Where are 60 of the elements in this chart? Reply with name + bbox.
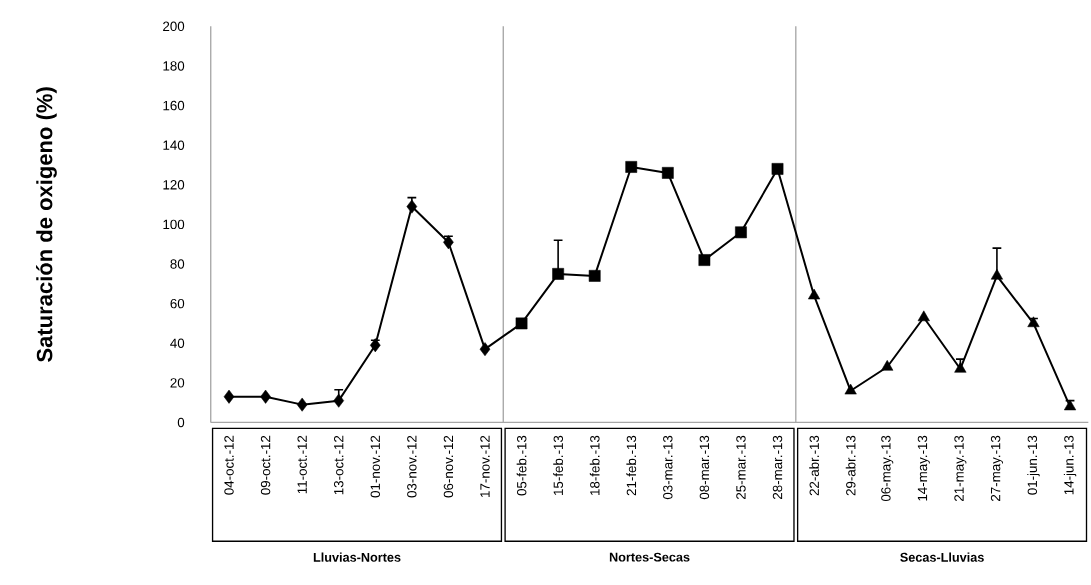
x-tick-label: 08-mar.-13 <box>699 435 710 500</box>
point <box>406 199 418 214</box>
x-tick-label: 06-nov.-12 <box>443 435 454 498</box>
x-tick-label: 03-nov.-12 <box>407 435 417 498</box>
point <box>844 383 857 395</box>
point <box>223 389 235 404</box>
x-tick-label: 11-oct.-12 <box>297 435 307 494</box>
x-tick-label: 27-may.-13 <box>990 435 1003 501</box>
point <box>333 393 344 408</box>
point <box>370 338 381 353</box>
point <box>260 389 271 404</box>
text: Lluvias-Nortes <box>313 552 401 562</box>
x-tick-label: 29-abr.-13 <box>845 435 856 496</box>
x-tick-label: 15-feb.-13 <box>553 435 564 495</box>
y-tick-label: 160 <box>163 100 185 111</box>
point <box>296 397 308 412</box>
point <box>990 268 1003 280</box>
x-tick-label: 21-may.-13 <box>954 435 967 501</box>
point <box>552 267 564 280</box>
x-tick-label: 17-nov.-12 <box>480 435 490 497</box>
x-tick-label: 06-may.-13 <box>881 435 894 502</box>
point <box>515 317 528 330</box>
text: Secas-Lluvias <box>900 552 984 562</box>
point <box>771 162 784 175</box>
x-tick-label: 18-feb.-13 <box>589 435 600 495</box>
x-tick-label: 05-feb.-13 <box>516 435 527 496</box>
y-tick-label: 0 <box>177 417 185 428</box>
point <box>588 269 601 282</box>
y-tick-label: 60 <box>170 298 185 309</box>
y-axis-title: Saturación de oxigeno (%) <box>36 87 57 362</box>
point <box>917 310 930 322</box>
y-tick-label: 180 <box>163 61 185 71</box>
x-tick-label: 14-may.-13 <box>917 435 930 501</box>
x-tick-label: 28-mar.-13 <box>772 435 783 499</box>
y-tick-label: 200 <box>163 21 185 31</box>
x-tick-label: 01-nov.-12 <box>370 435 380 498</box>
point <box>881 359 894 371</box>
y-tick-label: 120 <box>163 179 185 190</box>
point <box>661 166 674 179</box>
x-tick-label: 13-oct.-12 <box>334 435 344 495</box>
x-tick-label: 01-jun.-13 <box>1027 435 1040 495</box>
point <box>735 226 747 239</box>
x-tick-label: 22-abr.-13 <box>809 435 819 496</box>
point <box>443 235 454 250</box>
point <box>698 254 711 266</box>
y-tick-label: 100 <box>163 219 185 230</box>
x-tick-label: 03-mar.-13 <box>663 435 673 500</box>
y-tick-label: 20 <box>170 378 185 388</box>
y-tick-label: 40 <box>170 338 185 348</box>
x-tick-label: 14-jun.-13 <box>1063 435 1077 495</box>
x-tick-label: 21-feb.-13 <box>626 435 637 496</box>
x-tick-label: 04-oct.-12 <box>224 435 234 495</box>
y-tick-label: 80 <box>170 259 185 269</box>
point <box>808 288 821 300</box>
x-tick-label: 09-oct.-12 <box>260 435 271 495</box>
point <box>479 342 491 357</box>
x-tick-label: 25-mar.-13 <box>736 435 746 499</box>
y-tick-label: 140 <box>163 140 185 150</box>
point <box>625 161 638 173</box>
text: Nortes-Secas <box>609 552 690 562</box>
